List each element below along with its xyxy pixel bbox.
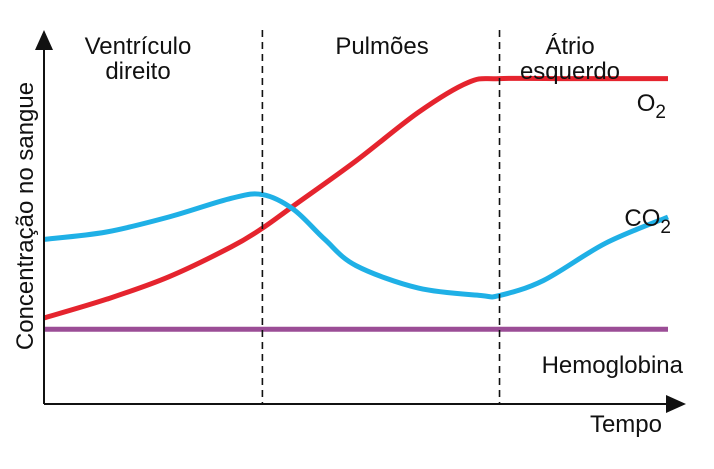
region-label-3-line-2: esquerdo xyxy=(520,58,620,85)
series-line-o2 xyxy=(43,75,668,321)
series-line-co2 xyxy=(43,191,669,300)
y-axis-title: Concentração no sangue xyxy=(12,82,39,350)
series-layer xyxy=(43,75,669,332)
x-axis-title: Tempo xyxy=(590,411,662,438)
series-label-o2: O2 xyxy=(637,90,666,123)
region-label-1-line-1: Ventrículo xyxy=(85,33,192,60)
label-layer: Concentração no sangue Tempo Ventrículod… xyxy=(12,33,684,438)
series-label-co2: CO2 xyxy=(624,205,671,238)
y-axis-arrow xyxy=(35,30,53,50)
x-axis-arrow xyxy=(666,395,686,413)
boundary-layer xyxy=(261,30,501,404)
region-label-1-line-2: direito xyxy=(105,58,170,85)
region-label-3-line-1: Átrio xyxy=(545,33,594,60)
axes xyxy=(35,30,686,413)
region-label-2-line-1: Pulmões xyxy=(335,33,428,60)
series-label-hemoglobina: Hemoglobina xyxy=(542,352,684,379)
